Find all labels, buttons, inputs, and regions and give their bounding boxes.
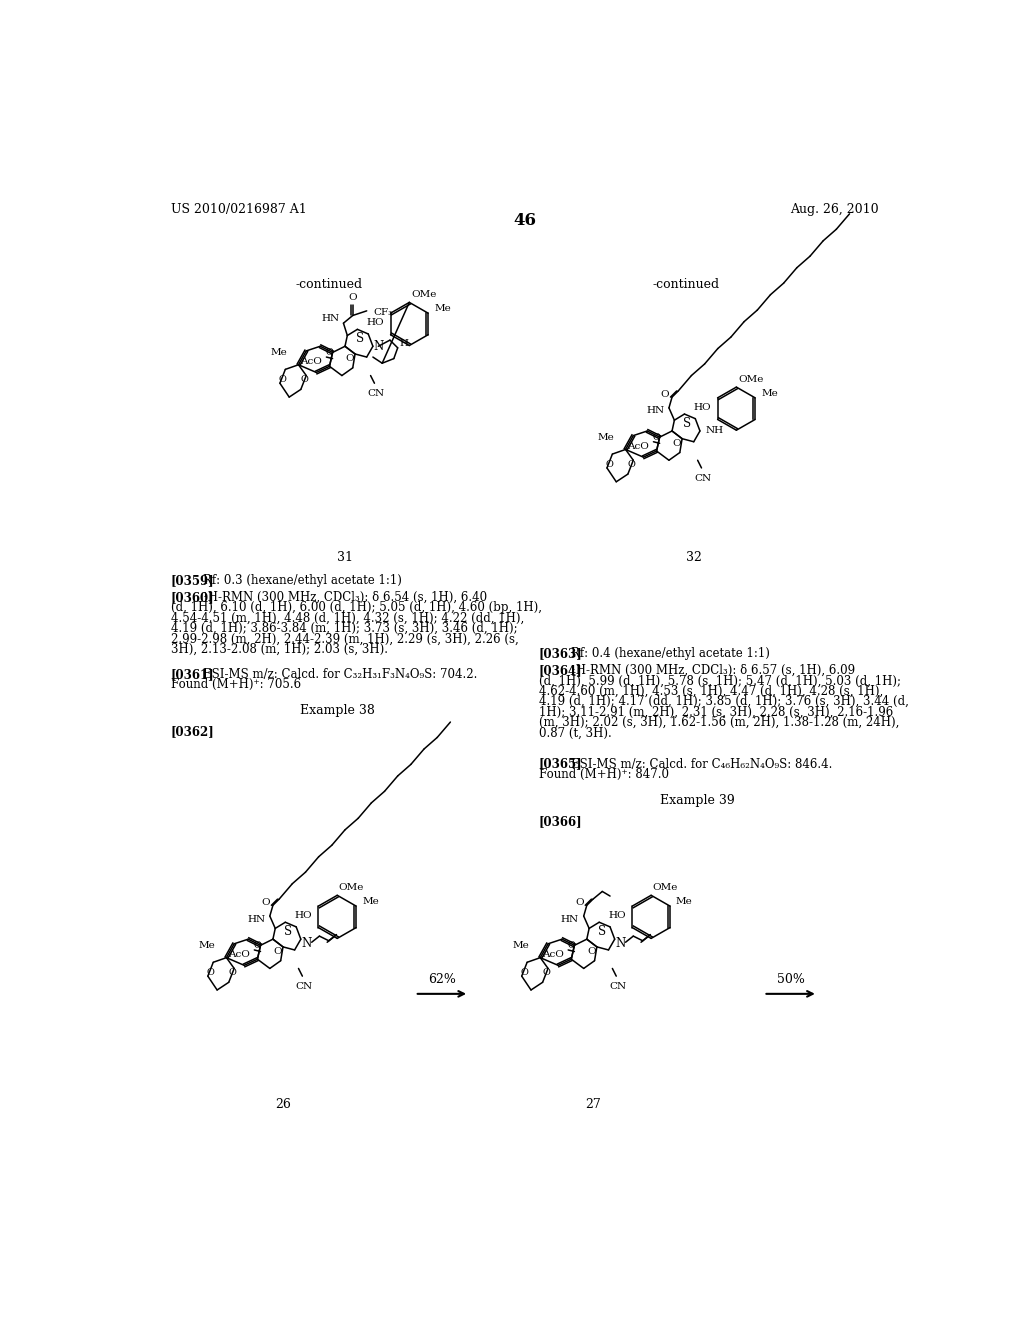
Text: HO: HO	[694, 403, 712, 412]
Text: O: O	[254, 941, 261, 950]
Text: HO: HO	[367, 318, 385, 327]
Text: (m, 3H); 2.02 (s, 3H), 1.62-1.56 (m, 2H), 1.38-1.28 (m, 24H),: (m, 3H); 2.02 (s, 3H), 1.62-1.56 (m, 2H)…	[539, 715, 899, 729]
Text: O: O	[279, 375, 286, 384]
Text: AcO: AcO	[227, 950, 250, 960]
Text: O: O	[348, 293, 357, 302]
Text: O: O	[628, 459, 636, 469]
Text: OMe: OMe	[738, 375, 763, 384]
Text: HN: HN	[322, 314, 340, 323]
Text: 4.19 (d, 1H); 3.86-3.84 (m, 1H); 3.73 (s, 3H), 3.46 (d, 1H);: 4.19 (d, 1H); 3.86-3.84 (m, 1H); 3.73 (s…	[171, 622, 517, 635]
Text: S: S	[356, 333, 365, 345]
Text: 50%: 50%	[776, 973, 805, 986]
Text: O: O	[660, 389, 669, 399]
Text: O: O	[575, 898, 584, 907]
Text: 1H); 3.11-2.91 (m, 2H), 2.31 (s, 3H), 2.28 (s, 3H), 2.16-1.96: 1H); 3.11-2.91 (m, 2H), 2.31 (s, 3H), 2.…	[539, 706, 893, 718]
Text: ¹H-RMN (300 MHz, CDCl₃): δ 6.54 (s, 1H), 6.40: ¹H-RMN (300 MHz, CDCl₃): δ 6.54 (s, 1H),…	[203, 591, 487, 603]
Text: CN: CN	[295, 982, 312, 991]
Text: O: O	[345, 354, 354, 363]
Text: 26: 26	[275, 1098, 291, 1111]
Text: O: O	[261, 898, 270, 907]
Text: Me: Me	[199, 941, 216, 950]
Text: [0359]: [0359]	[171, 574, 214, 587]
Text: Me: Me	[598, 433, 614, 442]
Text: AcO: AcO	[627, 442, 649, 451]
Text: OMe: OMe	[652, 883, 678, 892]
Text: NH: NH	[706, 426, 724, 436]
Text: -continued: -continued	[652, 277, 720, 290]
Text: ¹H-RMN (300 MHz, CDCl₃): δ 6.57 (s, 1H), 6.09: ¹H-RMN (300 MHz, CDCl₃): δ 6.57 (s, 1H),…	[571, 664, 855, 677]
Text: O: O	[673, 438, 681, 447]
Text: [0360]: [0360]	[171, 591, 214, 603]
Text: (d, 1H), 6.10 (d, 1H), 6.00 (d, 1H); 5.05 (d, 1H), 4.60 (bp, 1H),: (d, 1H), 6.10 (d, 1H), 6.00 (d, 1H); 5.0…	[171, 601, 542, 614]
Text: Me: Me	[271, 348, 288, 356]
Text: 4.62-4.60 (m, 1H), 4.53 (s, 1H), 4.47 (d, 1H), 4.28 (s, 1H),: 4.62-4.60 (m, 1H), 4.53 (s, 1H), 4.47 (d…	[539, 685, 883, 698]
Text: O: O	[228, 968, 237, 977]
Text: [0361]: [0361]	[171, 668, 214, 681]
Text: Rf: 0.3 (hexane/ethyl acetate 1:1): Rf: 0.3 (hexane/ethyl acetate 1:1)	[203, 574, 402, 587]
Text: Me: Me	[761, 389, 778, 397]
Text: S: S	[683, 417, 691, 430]
Text: O: O	[605, 459, 613, 469]
Text: HO: HO	[608, 911, 627, 920]
Text: 0.87 (t, 3H).: 0.87 (t, 3H).	[539, 726, 611, 739]
Text: 4.54-4.51 (m, 1H), 4.48 (d, 1H), 4.32 (s, 1H); 4.22 (dd, 1H),: 4.54-4.51 (m, 1H), 4.48 (d, 1H), 4.32 (s…	[171, 611, 524, 624]
Text: 32: 32	[686, 552, 701, 564]
Text: Me: Me	[434, 304, 451, 313]
Text: O: O	[652, 433, 660, 442]
Text: HN: HN	[561, 915, 579, 924]
Text: Aug. 26, 2010: Aug. 26, 2010	[791, 203, 879, 216]
Text: 46: 46	[513, 213, 537, 230]
Text: N: N	[301, 937, 311, 950]
Text: [0366]: [0366]	[539, 814, 583, 828]
Text: O: O	[206, 968, 214, 977]
Text: CN: CN	[609, 982, 627, 991]
Text: [0365]: [0365]	[539, 758, 583, 771]
Text: [0363]: [0363]	[539, 647, 583, 660]
Text: -continued: -continued	[296, 277, 364, 290]
Text: N: N	[373, 339, 383, 352]
Text: Me: Me	[676, 898, 692, 906]
Text: CN: CN	[368, 389, 385, 399]
Text: Me: Me	[362, 898, 379, 906]
Text: (d, 1H), 5.99 (d, 1H), 5.78 (s, 1H); 5.47 (d, 1H), 5.03 (d, 1H);: (d, 1H), 5.99 (d, 1H), 5.78 (s, 1H); 5.4…	[539, 675, 901, 688]
Text: OMe: OMe	[411, 290, 436, 300]
Text: N: N	[615, 937, 626, 950]
Text: HN: HN	[247, 915, 265, 924]
Text: Found (M+H)⁺: 847.0: Found (M+H)⁺: 847.0	[539, 768, 669, 781]
Text: S: S	[598, 925, 606, 939]
Text: AcO: AcO	[542, 950, 563, 960]
Text: ESI-MS m/z: Calcd. for C₄₆H₆₂N₄O₉S: 846.4.: ESI-MS m/z: Calcd. for C₄₆H₆₂N₄O₉S: 846.…	[571, 758, 833, 771]
Text: O: O	[273, 946, 282, 956]
Text: Found (M+H)⁺: 705.6: Found (M+H)⁺: 705.6	[171, 678, 301, 692]
Text: O: O	[301, 375, 308, 384]
Text: O: O	[326, 348, 334, 356]
Text: O: O	[520, 968, 528, 977]
Text: [0362]: [0362]	[171, 725, 214, 738]
Text: 62%: 62%	[428, 973, 456, 986]
Text: Example 38: Example 38	[300, 704, 375, 717]
Text: O: O	[587, 946, 596, 956]
Text: CN: CN	[694, 474, 712, 483]
Text: H: H	[399, 339, 409, 347]
Text: HN: HN	[646, 407, 665, 416]
Text: ESI-MS m/z: Calcd. for C₃₂H₃₁F₃N₄O₉S: 704.2.: ESI-MS m/z: Calcd. for C₃₂H₃₁F₃N₄O₉S: 70…	[203, 668, 477, 681]
Text: O: O	[543, 968, 551, 977]
Text: Me: Me	[513, 941, 529, 950]
Text: 2.99-2.98 (m, 2H), 2.44-2.39 (m, 1H), 2.29 (s, 3H), 2.26 (s,: 2.99-2.98 (m, 2H), 2.44-2.39 (m, 1H), 2.…	[171, 632, 518, 645]
Text: Rf: 0.4 (hexane/ethyl acetate 1:1): Rf: 0.4 (hexane/ethyl acetate 1:1)	[571, 647, 770, 660]
Text: CF₃: CF₃	[373, 308, 392, 317]
Text: HO: HO	[295, 911, 312, 920]
Text: OMe: OMe	[339, 883, 365, 892]
Text: S: S	[285, 925, 293, 939]
Text: AcO: AcO	[300, 358, 322, 366]
Text: 27: 27	[585, 1098, 601, 1111]
Text: 3H), 2.13-2.08 (m, 1H); 2.03 (s, 3H).: 3H), 2.13-2.08 (m, 1H); 2.03 (s, 3H).	[171, 643, 388, 656]
Text: O: O	[567, 941, 575, 950]
Text: [0364]: [0364]	[539, 664, 583, 677]
Text: Example 39: Example 39	[660, 793, 735, 807]
Text: US 2010/0216987 A1: US 2010/0216987 A1	[171, 203, 306, 216]
Text: 4.19 (d, 1H); 4.17 (dd, 1H); 3.85 (d, 1H); 3.76 (s, 3H), 3.44 (d,: 4.19 (d, 1H); 4.17 (dd, 1H); 3.85 (d, 1H…	[539, 696, 908, 708]
Text: 31: 31	[337, 552, 353, 564]
